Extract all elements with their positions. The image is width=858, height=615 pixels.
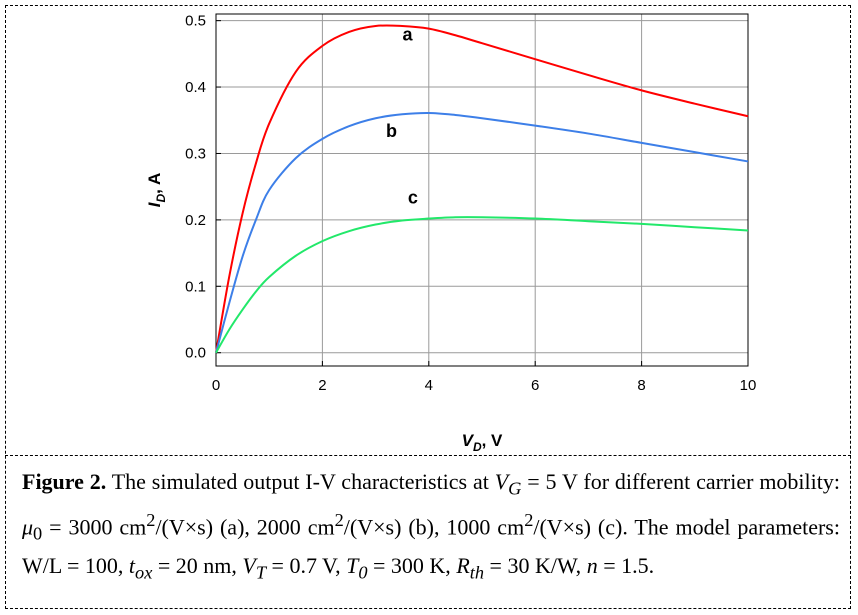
x-ticks: 0 2 4 6 8 10 bbox=[212, 361, 757, 394]
y-tick-label: 0.5 bbox=[185, 13, 206, 30]
y-ticks: 0.0 0.1 0.2 0.3 0.4 0.5 bbox=[185, 13, 221, 362]
plot-frame bbox=[215, 13, 749, 367]
series-lines bbox=[215, 24, 749, 354]
x-tick-label: 0 bbox=[212, 377, 220, 394]
y-tick-label: 0.1 bbox=[185, 278, 206, 295]
series-line-c bbox=[215, 216, 749, 354]
series-line-a bbox=[215, 24, 749, 353]
series-label-c: c bbox=[408, 187, 418, 207]
iv-chart: 0 2 4 6 8 10 0.0 0.1 0.2 0.3 0.4 0.5 a b c VD, V ID,… bbox=[145, 13, 757, 454]
y-tick-label: 0.3 bbox=[185, 145, 206, 162]
figure-frame bbox=[5, 5, 851, 609]
y-tick-label: 0.0 bbox=[185, 345, 206, 362]
x-tick-label: 4 bbox=[425, 377, 433, 394]
x-tick-label: 2 bbox=[318, 377, 326, 394]
caption-separator bbox=[5, 455, 851, 456]
figure-label: Figure 2. bbox=[22, 469, 107, 494]
x-tick-label: 8 bbox=[637, 377, 645, 394]
y-axis-label: ID, A bbox=[145, 173, 168, 208]
series-label-a: a bbox=[403, 25, 414, 45]
grid bbox=[216, 14, 748, 366]
x-axis-label: VD, V bbox=[462, 431, 503, 454]
y-tick-label: 0.4 bbox=[185, 79, 206, 96]
figure-caption: Figure 2. The simulated output I-V chara… bbox=[22, 469, 840, 583]
series-label-b: b bbox=[386, 121, 397, 141]
x-tick-label: 6 bbox=[531, 377, 539, 394]
series-labels: a b c bbox=[386, 25, 418, 208]
y-tick-label: 0.2 bbox=[185, 212, 206, 229]
series-line-b bbox=[215, 111, 749, 353]
x-tick-label: 10 bbox=[740, 377, 757, 394]
